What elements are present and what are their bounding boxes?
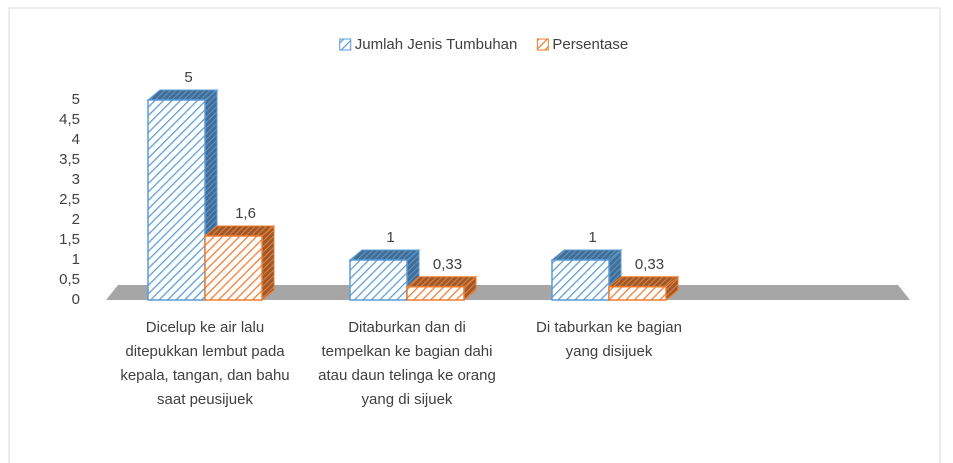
x-tick-label: Dicelup ke air lalu ditepukkan lembut pa… [120, 319, 290, 408]
legend-swatch [536, 38, 549, 51]
data-label: 0,33 [433, 256, 462, 273]
y-tick-label: 4,5 [59, 111, 80, 128]
bar-top [607, 276, 680, 288]
bar [406, 286, 465, 301]
bar [147, 99, 206, 301]
y-tick-label: 4 [72, 131, 80, 148]
y-tick-label: 0 [72, 291, 80, 308]
x-tick-label: Di taburkan ke bagian yang disijuek [536, 319, 682, 360]
y-tick-label: 2 [72, 211, 80, 228]
bar [204, 235, 263, 301]
data-label: 1 [588, 229, 596, 246]
y-tick-label: 1,5 [59, 231, 80, 248]
y-tick-label: 5 [72, 91, 80, 108]
bar [349, 259, 408, 301]
legend-label: Jumlah Jenis Tumbuhan [355, 36, 518, 53]
y-tick-label: 3 [72, 171, 80, 188]
data-label: 0,33 [635, 256, 664, 273]
bar-top [348, 249, 421, 261]
bar-top [203, 225, 276, 237]
bar [551, 259, 610, 301]
y-tick-label: 2,5 [59, 191, 80, 208]
data-label: 1,6 [235, 205, 256, 222]
bar-top [550, 249, 623, 261]
bar-top [405, 276, 478, 288]
bar-side [261, 224, 275, 302]
y-tick-label: 1 [72, 251, 80, 268]
chart-border [8, 7, 941, 463]
bar-top [146, 89, 219, 101]
y-tick-label: 3,5 [59, 151, 80, 168]
bar [608, 286, 667, 301]
data-label: 1 [386, 229, 394, 246]
floor [106, 285, 910, 300]
legend-label: Persentase [552, 36, 628, 53]
legend-swatch [339, 38, 352, 51]
x-tick-label: Ditaburkan dan di tempelkan ke bagian da… [318, 319, 496, 408]
y-tick-label: 0,5 [59, 271, 80, 288]
data-label: 5 [184, 69, 192, 86]
